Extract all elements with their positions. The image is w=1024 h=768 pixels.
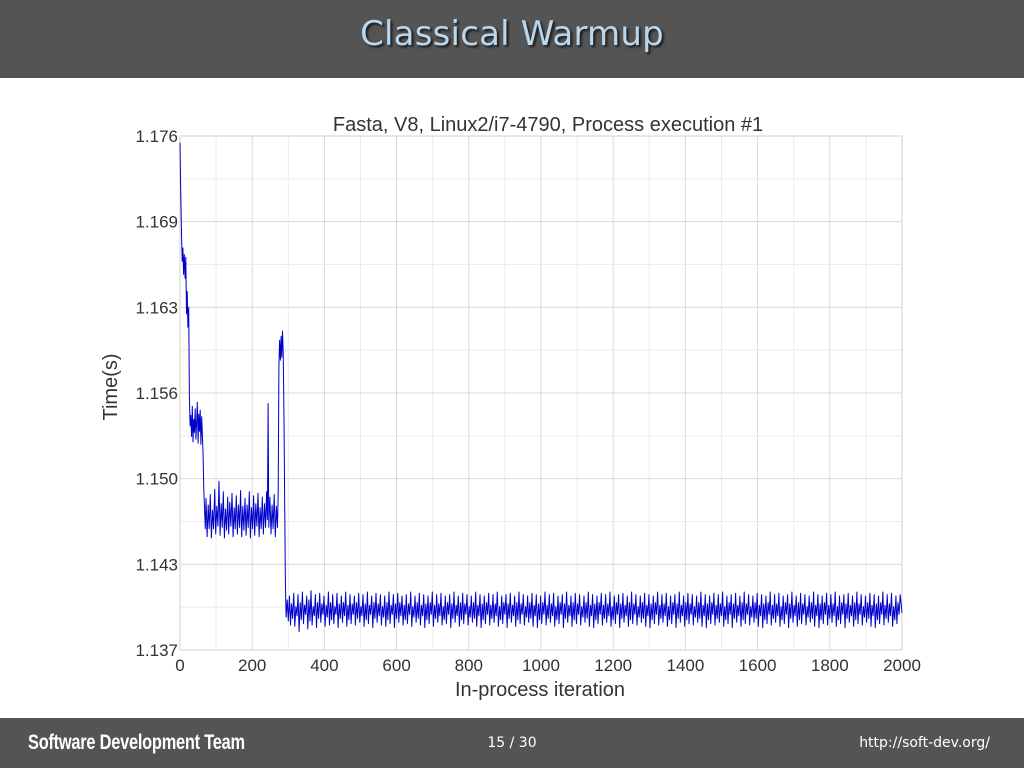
footer-team-name: Software Development Team: [28, 731, 245, 754]
y-tick-label: 1.156: [135, 384, 178, 403]
chart-ticks: 0 200 400 600 800 1000 1200 1400 1600 1800 2000 1.1…: [135, 127, 920, 675]
x-tick-label: 2000: [883, 656, 921, 675]
chart-title: Fasta, V8, Linux2/i7-4790, Process execu…: [333, 114, 763, 136]
y-tick-label: 1.176: [135, 127, 178, 146]
page-number: 15 / 30: [487, 735, 537, 751]
x-tick-label: 1400: [666, 656, 704, 675]
slide-title: Classical Warmup: [360, 14, 664, 54]
y-tick-label: 1.137: [135, 641, 178, 660]
x-tick-label: 400: [310, 656, 338, 675]
y-tick-label: 1.163: [135, 298, 178, 317]
slide-footer: Software Development Team 15 / 30 http:/…: [0, 718, 1024, 768]
x-tick-label: 1800: [811, 656, 849, 675]
x-tick-label: 1000: [522, 656, 560, 675]
x-tick-label: 600: [382, 656, 410, 675]
slide-header: Classical Warmup: [0, 0, 1024, 78]
footer-url-link[interactable]: http://soft-dev.org/: [859, 735, 990, 751]
y-tick-label: 1.169: [135, 213, 178, 232]
y-tick-label: 1.150: [135, 470, 178, 489]
x-tick-label: 0: [175, 656, 184, 675]
x-tick-label: 800: [455, 656, 483, 675]
y-tick-label: 1.143: [135, 555, 178, 574]
x-axis-label: In-process iteration: [455, 679, 625, 701]
series-line: [179, 142, 903, 632]
x-tick-label: 1600: [739, 656, 777, 675]
x-tick-label: 200: [238, 656, 266, 675]
y-axis-label: Time(s): [100, 353, 122, 420]
x-tick-label: 1200: [594, 656, 632, 675]
chart: 0 200 400 600 800 1000 1200 1400 1600 1800 2000 1.1…: [100, 114, 921, 701]
plot-area: [179, 135, 903, 651]
chart-grid: [179, 135, 903, 651]
